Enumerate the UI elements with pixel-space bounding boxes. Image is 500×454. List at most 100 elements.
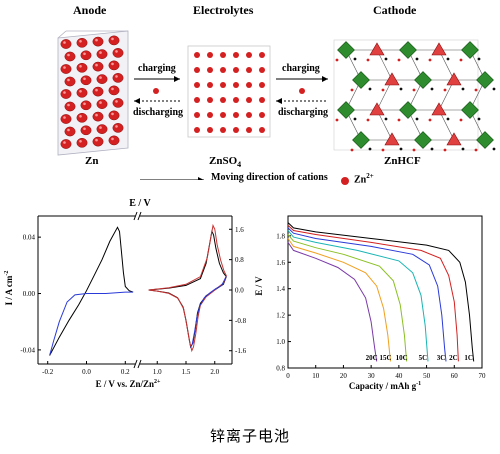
zn-atom [60,64,72,74]
zn-atom-highlight [79,115,82,118]
zn-atom [76,112,88,123]
dc-y-tick-label: 1.2 [276,312,285,320]
zn-ion [220,112,226,118]
zn-ion [194,97,200,103]
dc-xlabel: Capacity / mAh g-1 [349,381,421,391]
zn-atom-highlight [83,77,86,81]
cv-ylabel: I / A cm-2 [4,271,14,306]
zn-ion [259,82,265,88]
dc-x-tick-label: 60 [451,372,459,380]
legend-ion-dot [341,177,349,185]
zn-atom [96,99,108,109]
axis-break [137,211,142,221]
zn-atom-highlight [67,53,70,57]
frame-atom [461,87,465,91]
zn-atom [108,60,120,71]
zn-atom-highlight [111,137,114,141]
discharging-label-right: discharging [278,107,329,118]
zn-ion [194,127,200,133]
zn-atom [96,124,108,134]
frame-atom [384,117,388,121]
zn-ion [259,67,265,73]
dc-y-tick-label: 0.8 [276,365,285,373]
zn-atom [96,74,108,84]
zn-atom [64,76,76,87]
zn-atom [64,126,76,137]
cv-y2-tick-label: 1.6 [235,226,244,234]
cv-top-axis-label: E / V [129,198,151,209]
zn-atom [64,51,76,62]
cv-y2-tick-label: 0.8 [235,256,244,264]
frame-atom [353,57,357,61]
zn-atom-highlight [79,140,82,143]
zn-atom-highlight [83,102,86,106]
zn-ion [233,112,239,118]
dc-xlabel-text: Capacity / mAh g [349,381,417,391]
zn-ion [207,52,213,58]
zn-ion [194,52,200,58]
frame-atom [335,58,339,62]
discharge-chart: Capacity / mAh g-1 E / V 0 10 20 30 40 50 60 70… [254,215,486,391]
tetrahedron [446,132,462,146]
tetrahedron [431,42,447,56]
zn-atom-highlight [63,91,66,94]
zn-ion [246,97,252,103]
zn-atom-highlight [83,52,86,56]
discharging-label-left: discharging [133,107,184,118]
octahedron [352,71,370,89]
frame-atom [381,88,385,92]
cathode-title: Cathode [373,3,417,17]
cv-x-tick-label: 1.0 [153,368,162,376]
zn-ion [220,82,226,88]
schematic-art [57,30,496,180]
dc-curve [287,230,429,362]
frame-atom [368,147,372,151]
cv-y-tick-label: -0.04 [20,346,35,354]
dc-x-tick-label: 30 [368,372,376,380]
octahedron [399,41,417,59]
cv-ylabel-text: I / A cm [4,275,14,305]
zn-ion [207,82,213,88]
zn-atom [60,89,72,99]
dc-curve [287,242,378,362]
cv-ylabel-sup: -2 [4,271,10,276]
octahedron [461,101,479,119]
zn-atom-highlight [67,103,70,107]
zn-atom-highlight [115,125,118,128]
zn-atom-highlight [115,100,118,103]
dc-x-tick-label: 0 [286,372,290,380]
octahedron [337,101,355,119]
zn-atom [92,36,104,47]
zn-ion [233,67,239,73]
axis-break [133,211,138,221]
frame-atom [443,88,447,92]
anode-lattice [57,30,129,156]
frame-atom [446,57,450,61]
frame-atom [459,118,463,122]
frame-atom [461,147,465,151]
frame-atom [459,58,463,62]
zn-ion [233,127,239,133]
zn-ion [259,112,265,118]
zn-ion [246,127,252,133]
frame-atom [335,118,339,122]
tetrahedron [384,132,400,146]
zn-ion [233,82,239,88]
zn-atom [76,87,88,98]
dc-curve [287,227,447,362]
zn-ion [246,52,252,58]
zn-atom-highlight [111,37,114,41]
zn-atom-highlight [115,50,118,53]
cv-x-tick-label: 2.0 [210,368,219,376]
zn-ion [207,127,213,133]
frame-atom [366,58,370,62]
zn-atom [80,75,92,86]
cv-x-tick-label: 1.5 [182,368,191,376]
tetrahedron [369,42,385,56]
cathode-label: ZnHCF [384,155,421,167]
zn-atom-highlight [99,76,102,79]
zn-atom [108,135,120,146]
frame-atom [397,118,401,122]
cv-curve-zn [49,291,134,356]
